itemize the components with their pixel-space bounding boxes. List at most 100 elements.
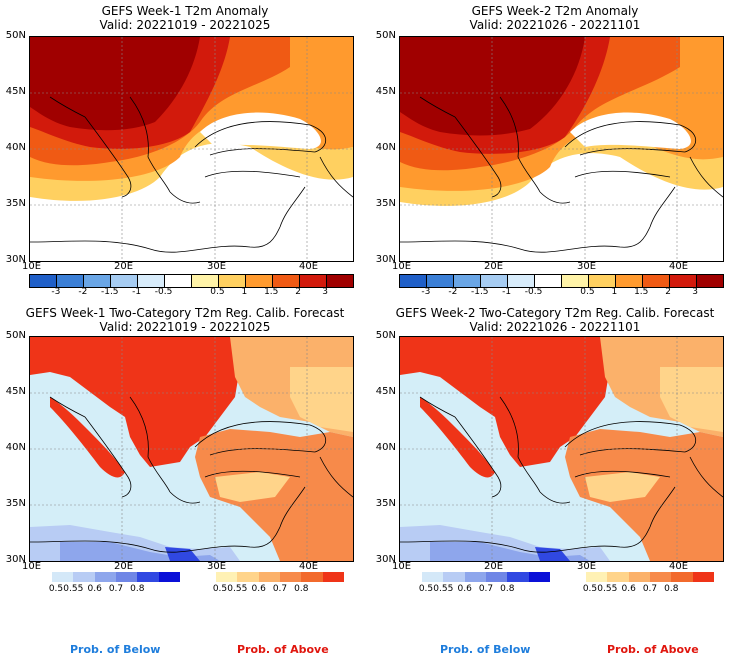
lat-label: 50N <box>375 30 396 41</box>
colorbar-swatch <box>562 275 589 287</box>
anomaly-colorbar <box>29 274 354 288</box>
coastlines <box>30 396 353 553</box>
colorbar-swatch <box>481 275 508 287</box>
lat-label: 45N <box>375 386 396 397</box>
anomaly-map-svg <box>400 37 723 261</box>
colorbar-tick-label: -1.5 <box>100 287 119 297</box>
panel-week2-probability: GEFS Week-2 Two-Category T2m Reg. Calib.… <box>370 302 740 662</box>
colorbar-swatch <box>246 275 273 287</box>
lon-label: 30E <box>207 561 227 572</box>
panel-valid-dates: Valid: 20221026 - 20221101 <box>469 320 641 334</box>
above-prob-region <box>400 337 610 467</box>
above-colorbar-labels: 0.5 0.55 0.6 0.7 0.8 <box>213 584 344 595</box>
colorbar-swatch <box>279 572 302 582</box>
colorbar-tick-label: 2 <box>665 287 672 297</box>
probability-map <box>29 336 354 562</box>
colorbar-tick-label: 0.7 <box>478 584 494 594</box>
colorbar-swatch <box>643 275 670 287</box>
colorbar-swatch <box>670 275 697 287</box>
gridlines <box>400 37 723 261</box>
lon-label: 10E <box>22 261 42 272</box>
colorbar-tick-label: -1 <box>132 287 142 297</box>
colorbar-swatch <box>219 275 246 287</box>
colorbar-tick-label: 0.55 <box>433 584 454 594</box>
lat-label: 30N <box>5 554 26 565</box>
colorbar-swatch <box>322 572 344 582</box>
lat-label: 50N <box>5 30 26 41</box>
below-colorbar-labels: 0.5 0.55 0.6 0.7 0.8 <box>49 584 180 595</box>
below-prob-region <box>430 542 590 561</box>
lon-label: 30E <box>577 561 597 572</box>
colorbar-swatch <box>138 275 165 287</box>
lat-label: 40N <box>375 142 396 153</box>
colorbar-swatch <box>586 572 608 582</box>
below-colorbar-labels: 0.5 0.55 0.6 0.7 0.8 <box>419 584 550 595</box>
probability-map <box>399 336 724 562</box>
lat-label: 30N <box>5 254 26 265</box>
above-prob-region <box>585 472 660 502</box>
colorbar-swatch <box>507 572 529 582</box>
lon-label: 40E <box>669 261 689 272</box>
coastlines <box>30 96 353 253</box>
colorbar-swatch <box>165 275 192 287</box>
lon-label: 20E <box>114 261 134 272</box>
colorbar-swatch <box>692 572 714 582</box>
colorbar-swatch <box>607 572 629 582</box>
colorbar-tick-label: 0.7 <box>272 584 288 594</box>
lat-label: 35N <box>5 498 26 509</box>
anomaly-colorbar <box>399 274 724 288</box>
colorbar-tick-label: 0.55 <box>63 584 84 594</box>
colorbar-swatch <box>649 572 672 582</box>
colorbar-swatch <box>327 275 353 287</box>
colorbar-swatch <box>301 572 323 582</box>
lon-label: 40E <box>299 261 319 272</box>
colorbar-swatch <box>628 572 650 582</box>
colorbar-tick-label: 3 <box>322 287 328 297</box>
lat-label: 30N <box>375 254 396 265</box>
neutral-region <box>400 221 635 261</box>
above-prob-region <box>30 337 240 467</box>
colorbar-tick-label: 1 <box>241 287 248 297</box>
panel-title: GEFS Week-2 Two-Category T2m Reg. Calib.… <box>395 306 715 320</box>
colorbar-swatch <box>158 572 180 582</box>
colorbar-swatch <box>427 275 454 287</box>
colorbar-tick-label: 3 <box>692 287 698 297</box>
colorbar-tick-label: 0.5 <box>580 287 595 297</box>
lon-label: 30E <box>207 261 227 272</box>
colorbar-tick-label: 0.5 <box>418 584 434 594</box>
colorbar-swatch <box>508 275 535 287</box>
hot-anomaly-region <box>30 37 200 131</box>
colorbar-tick-label: 0.8 <box>500 584 515 594</box>
lon-label: 20E <box>484 261 504 272</box>
above-prob-region <box>290 367 353 432</box>
colorbar-tick-label: 0.5 <box>582 584 598 594</box>
hot-anomaly-region <box>400 37 585 136</box>
colorbar-tick-label: -1 <box>502 287 512 297</box>
lat-label: 50N <box>375 330 396 341</box>
panel-title: GEFS Week-2 T2m Anomaly <box>471 4 639 18</box>
below-prob-region <box>60 542 220 561</box>
colorbar-tick-label: -0.5 <box>154 287 173 297</box>
panel-week1-probability: GEFS Week-1 Two-Category T2m Reg. Calib.… <box>0 302 370 662</box>
colorbar-swatch <box>137 572 159 582</box>
coastlines <box>400 396 723 553</box>
colorbar-swatch <box>443 572 465 582</box>
above-prob-region <box>660 367 723 432</box>
colorbar-tick-label: 0.8 <box>294 584 309 594</box>
above-colorbar <box>586 572 714 582</box>
lat-label: 45N <box>5 386 26 397</box>
colorbar-swatch <box>400 275 427 287</box>
anomaly-colorbar-labels: -3 -2 -1.5 -1 -0.5 0.5 1 1.5 2 3 <box>29 288 352 298</box>
colorbar-tick-label: 2 <box>295 287 302 297</box>
colorbar-swatch <box>671 572 693 582</box>
probability-map-svg <box>30 337 353 561</box>
panel-valid-dates: Valid: 20221026 - 20221101 <box>469 18 641 32</box>
panel-valid-dates: Valid: 20221019 - 20221025 <box>99 18 271 32</box>
colorbar-swatch <box>30 275 57 287</box>
colorbar-tick-label: 0.6 <box>621 584 636 594</box>
above-prob-region <box>420 397 495 478</box>
colorbar-swatch <box>237 572 259 582</box>
anomaly-map-svg <box>30 37 353 261</box>
colorbar-swatch <box>300 275 327 287</box>
colorbar-tick-label: 1 <box>611 287 618 297</box>
